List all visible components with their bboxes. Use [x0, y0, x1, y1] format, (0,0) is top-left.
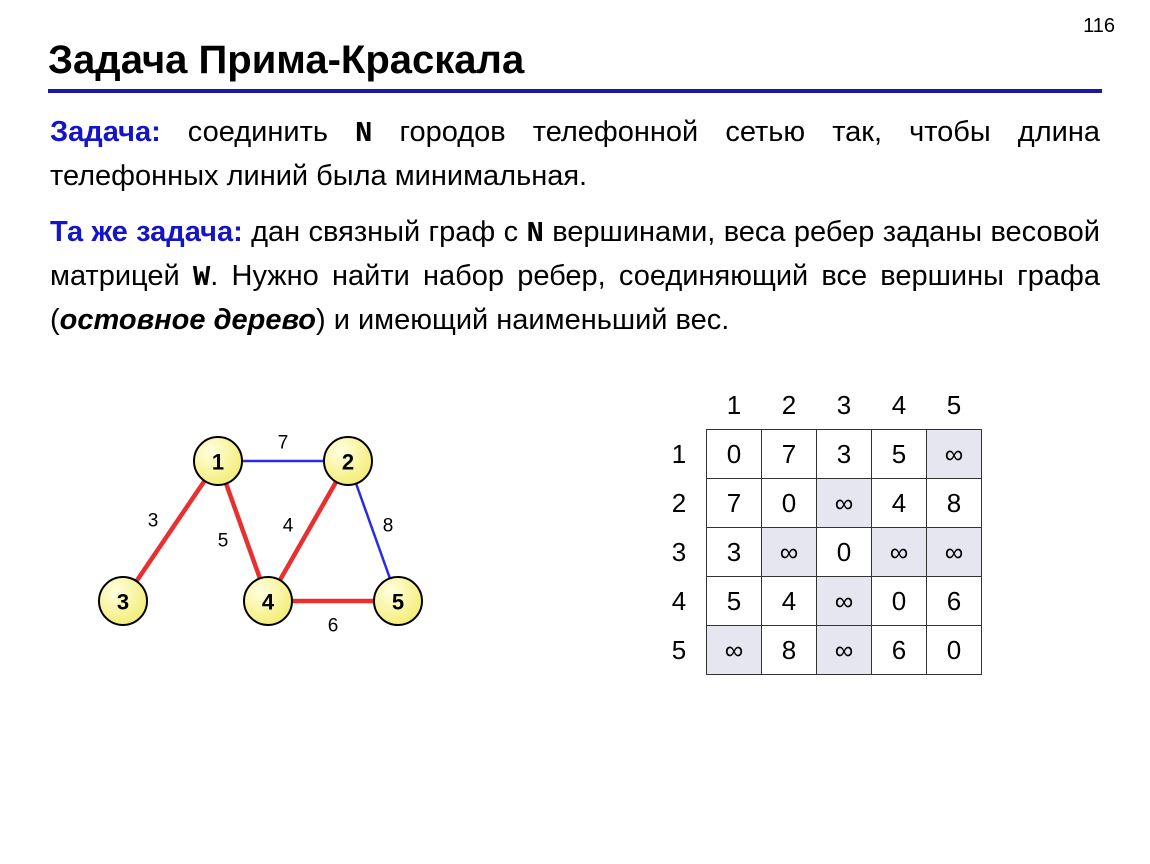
matrix-cell: 7 [762, 430, 817, 479]
matrix-cell: 5 [707, 577, 762, 626]
matrix-col-header: 2 [762, 381, 817, 430]
matrix-row-header: 1 [652, 430, 707, 479]
edge-weight-label: 3 [148, 511, 159, 532]
edge-weight-label: 8 [383, 516, 394, 537]
edge-weight-label: 4 [283, 516, 294, 537]
weight-matrix: 1234510735∞270∞4833∞0∞∞454∞065∞8∞60 [652, 381, 982, 675]
para2-W: W [193, 261, 210, 294]
matrix-cell: 3 [817, 430, 872, 479]
para2-N: N [526, 217, 543, 250]
edge-weight-label: 5 [218, 531, 229, 552]
matrix-col-header: 1 [707, 381, 762, 430]
title-underline [48, 89, 1102, 93]
edge-weight-label: 6 [328, 616, 339, 637]
matrix-cell: 7 [707, 479, 762, 528]
para2-spanning-tree: остовное дерево [60, 304, 316, 336]
para2-t1: дан связный граф с [243, 216, 527, 248]
graph-edge [123, 461, 218, 601]
matrix-cell: 4 [762, 577, 817, 626]
graph-diagram: 7 3 5 4 8 6 1 2 3 4 5 [88, 421, 508, 671]
graph-svg: 7 3 5 4 8 6 1 2 3 4 5 [88, 421, 448, 651]
matrix-cell: 5 [872, 430, 927, 479]
graph-node-label: 2 [342, 450, 354, 475]
graph-node-label: 4 [262, 590, 275, 615]
edge-weight-label: 7 [278, 433, 289, 454]
matrix-row-header: 2 [652, 479, 707, 528]
graph-node-label: 1 [212, 450, 224, 475]
matrix-cell: ∞ [707, 626, 762, 675]
matrix-cell: ∞ [817, 626, 872, 675]
slide: 116 Задача Прима-Краскала Задача: соедин… [0, 0, 1150, 864]
para1-N: N [355, 117, 372, 150]
para1-t1: соединить [161, 116, 355, 148]
matrix-cell: 0 [762, 479, 817, 528]
matrix-col-header: 4 [872, 381, 927, 430]
matrix-cell: 0 [872, 577, 927, 626]
matrix-cell: 4 [872, 479, 927, 528]
matrix-cell: ∞ [817, 479, 872, 528]
matrix-cell: ∞ [762, 528, 817, 577]
matrix-row-header: 4 [652, 577, 707, 626]
matrix-row-header: 5 [652, 626, 707, 675]
matrix-corner [652, 381, 707, 430]
matrix-cell: 8 [762, 626, 817, 675]
matrix-cell: ∞ [927, 528, 982, 577]
matrix-col-header: 5 [927, 381, 982, 430]
figure-row: 73548612345 1234510735∞270∞4833∞0∞∞454∞0… [48, 381, 1102, 675]
paragraph-same-problem: Та же задача: дан связный граф с N верши… [50, 211, 1100, 341]
graph-node-label: 3 [117, 590, 129, 615]
matrix-cell: 0 [817, 528, 872, 577]
matrix-cell: 3 [707, 528, 762, 577]
paragraph-problem: Задача: соединить N городов телефонной с… [50, 111, 1100, 197]
matrix-cell: 6 [872, 626, 927, 675]
label-same-problem: Та же задача: [50, 216, 243, 248]
para2-t4: ) и имеющий наименьший вес. [316, 304, 729, 336]
matrix-col-header: 3 [817, 381, 872, 430]
page-number: 116 [1083, 15, 1115, 38]
graph-node-label: 5 [392, 590, 404, 615]
matrix-row-header: 3 [652, 528, 707, 577]
matrix-cell: 0 [707, 430, 762, 479]
matrix-cell: 6 [927, 577, 982, 626]
slide-title: Задача Прима-Краскала [48, 38, 1102, 83]
matrix-cell: 8 [927, 479, 982, 528]
matrix-table: 1234510735∞270∞4833∞0∞∞454∞065∞8∞60 [652, 381, 982, 675]
matrix-cell: 0 [927, 626, 982, 675]
label-problem: Задача: [50, 116, 161, 148]
matrix-cell: ∞ [817, 577, 872, 626]
matrix-cell: ∞ [927, 430, 982, 479]
matrix-cell: ∞ [872, 528, 927, 577]
